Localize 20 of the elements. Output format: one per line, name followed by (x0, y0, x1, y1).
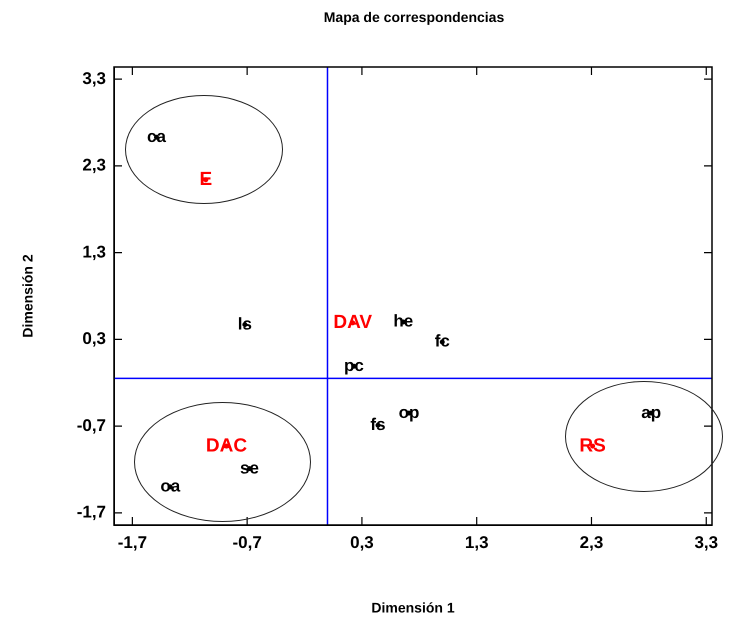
annotation: DAV (333, 312, 372, 334)
x-tick-label: 0,3 (350, 532, 374, 552)
y-tick-label: 2,3 (82, 156, 106, 175)
annotation: ap (641, 402, 662, 422)
y-tick-label: 1,3 (82, 242, 106, 262)
annotation: DAC (206, 435, 248, 456)
x-tick-label: -0,7 (232, 532, 262, 552)
y-tick-label: 3,3 (82, 68, 106, 88)
annotation: RS (579, 435, 606, 456)
y-tick-label: 0,3 (82, 329, 106, 348)
y-tick-label: -1,7 (76, 502, 106, 522)
x-axis-title: Dimensión 1 (371, 599, 455, 616)
chart-title: Mapa de correspondencias (324, 8, 504, 25)
x-tick-label: -1,7 (118, 532, 148, 552)
x-tick-label: 1,3 (464, 532, 489, 552)
annotation: ca (147, 126, 166, 146)
y-tick-label: -0,7 (76, 416, 106, 435)
y-axis-title: Dimensión 2 (19, 254, 36, 338)
x-tick-label: 2,3 (580, 532, 604, 552)
x-tick-label: 3,3 (694, 532, 718, 552)
